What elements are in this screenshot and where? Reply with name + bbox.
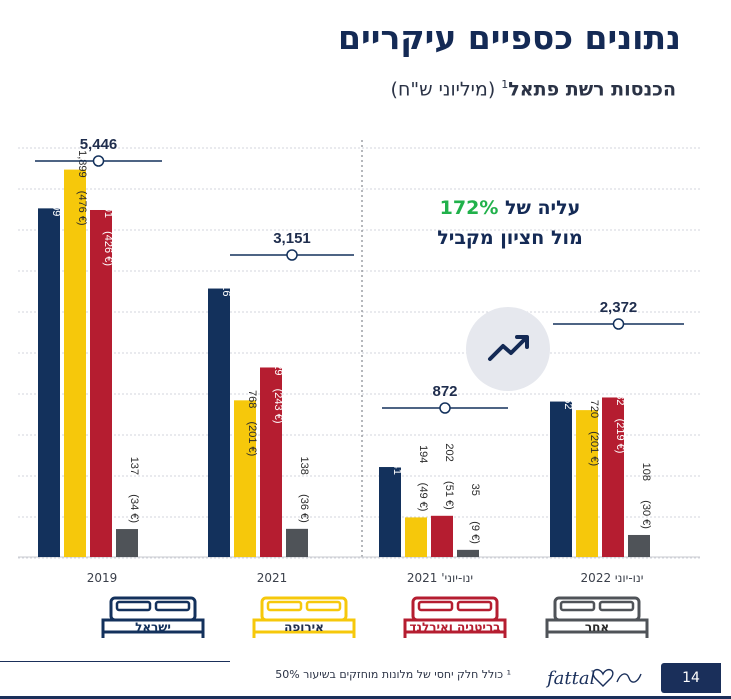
eur-label: (426 €)	[102, 231, 114, 266]
value-label: 1,709	[50, 189, 62, 217]
page-number: 14	[661, 663, 721, 693]
chart-totals: 5,446 3,151 872 2,372	[35, 136, 684, 414]
legend-bed-icon: אחר	[545, 596, 649, 638]
legend-box	[545, 618, 649, 634]
legend-label: אחר	[585, 620, 609, 634]
category-label: ינו-יוני' 2021	[407, 571, 473, 585]
bar-1-0	[64, 169, 86, 557]
eur-label: (34 €)	[128, 494, 140, 523]
page-title: נתונים כספיים עיקריים	[338, 18, 681, 57]
value-label: 35	[469, 484, 481, 496]
value-label: 1,899	[76, 150, 88, 178]
bed-pillow	[598, 600, 635, 612]
bed-pillow	[559, 600, 596, 612]
eur-label: (36 €)	[298, 494, 310, 523]
fattal-logo: fattal	[545, 668, 642, 689]
bar-1-1	[234, 400, 256, 557]
callout-line1: עליה של 172%	[400, 193, 620, 223]
eur-label: (243 €)	[272, 389, 284, 424]
eur-label: (49 €)	[417, 483, 429, 512]
bar-1-2	[405, 517, 427, 557]
total-marker	[286, 249, 298, 261]
legend-label: ישראל	[135, 620, 171, 634]
bed-pillow	[115, 600, 152, 612]
value-label: 194	[417, 445, 429, 463]
legend-bed-icon: אירופה	[252, 596, 356, 638]
bar-2-2	[431, 515, 453, 557]
value-label: 720	[588, 400, 600, 418]
bar-2-0	[90, 209, 112, 557]
bed-pillow	[266, 600, 303, 612]
chart-bars: 1,709 1,316 441 762 1,899 (476 €) 768 (201 €) 19…	[38, 150, 652, 557]
eur-label: (201 €)	[588, 431, 600, 466]
trend-arrow-icon	[466, 307, 550, 391]
total-marker	[612, 318, 625, 330]
value-label: 441	[391, 457, 403, 475]
legend-label: בריטניה ואירלנד	[410, 620, 501, 634]
chart-subtitle: הכנסות רשת פתאל1 (מיליוני ש"ח)	[391, 78, 676, 100]
legend-box	[252, 618, 356, 634]
total-label: 5,446	[80, 136, 118, 153]
bed-pillow	[154, 600, 191, 612]
callout-line2: מול חציון מקביל	[437, 227, 583, 249]
value-label: 929	[272, 357, 284, 375]
value-label: 137	[128, 457, 140, 475]
total-marker	[92, 155, 105, 167]
subtitle-unit: (מיליוני ש"ח)	[390, 78, 502, 101]
bar-3-3	[628, 534, 650, 557]
value-label: 108	[640, 463, 652, 481]
subtitle-footnote-mark: 1	[501, 78, 509, 91]
total-label: 872	[432, 383, 457, 400]
legend-bed-icon: ישראל	[101, 596, 205, 638]
bar-2-1	[260, 367, 282, 557]
legend-label: אירופה	[284, 620, 324, 634]
eur-label: (201 €)	[246, 421, 258, 456]
bar-0-0	[38, 208, 60, 557]
category-label: 2021	[257, 571, 288, 585]
chart-legend: ישראל אירופה בריטניה ואירלנד אחר	[101, 596, 649, 638]
legend-bed-icon: בריטניה ואירלנד	[403, 596, 507, 638]
category-label: ינו-יוני 2022	[581, 571, 644, 585]
bar-0-2	[379, 467, 401, 557]
value-label: 202	[443, 443, 455, 461]
bar-3-2	[457, 549, 479, 557]
total-label: 2,372	[600, 299, 638, 316]
value-label: 782	[614, 387, 626, 405]
subtitle-bold: הכנסות רשת פתאל	[508, 78, 676, 101]
bar-0-3	[550, 401, 572, 557]
category-label: 2019	[87, 571, 118, 585]
bar-1-3	[576, 410, 598, 557]
legend-box	[403, 618, 507, 634]
value-label: 762	[562, 391, 574, 409]
footer-divider	[0, 661, 230, 662]
eur-label: (51 €)	[443, 481, 455, 510]
callout-percent: 172%	[439, 197, 499, 219]
bed-pillow	[417, 600, 454, 612]
eur-label: (476 €)	[76, 191, 88, 226]
eur-label: (30 €)	[640, 500, 652, 529]
footer-bar	[0, 696, 731, 699]
callout-prefix: עליה של	[498, 197, 581, 219]
value-label: 768	[246, 390, 258, 408]
bed-pillow	[305, 600, 342, 612]
legend-box	[101, 618, 205, 634]
eur-label: (219 €)	[614, 419, 626, 454]
logo-text: fattal	[545, 668, 596, 689]
bar-3-0	[116, 529, 138, 557]
x-axis-labels: 2019 2021 ינו-יוני' 2021 ינו-יוני 2022	[87, 571, 644, 585]
bar-0-1	[208, 288, 230, 557]
value-label: 1,316	[220, 269, 232, 297]
value-label: 1,701	[102, 190, 114, 218]
value-label: 138	[298, 456, 310, 474]
footnote: ¹ כולל חלק יחסי של מלונות מוחזקים בשיעור…	[275, 668, 511, 681]
bed-pillow	[456, 600, 493, 612]
bar-3-1	[286, 528, 308, 557]
eur-label: (9 €)	[469, 521, 481, 544]
total-marker	[439, 402, 451, 414]
bar-2-3	[602, 397, 624, 557]
total-label: 3,151	[273, 230, 311, 247]
growth-callout: עליה של 172% מול חציון מקביל	[400, 193, 620, 253]
